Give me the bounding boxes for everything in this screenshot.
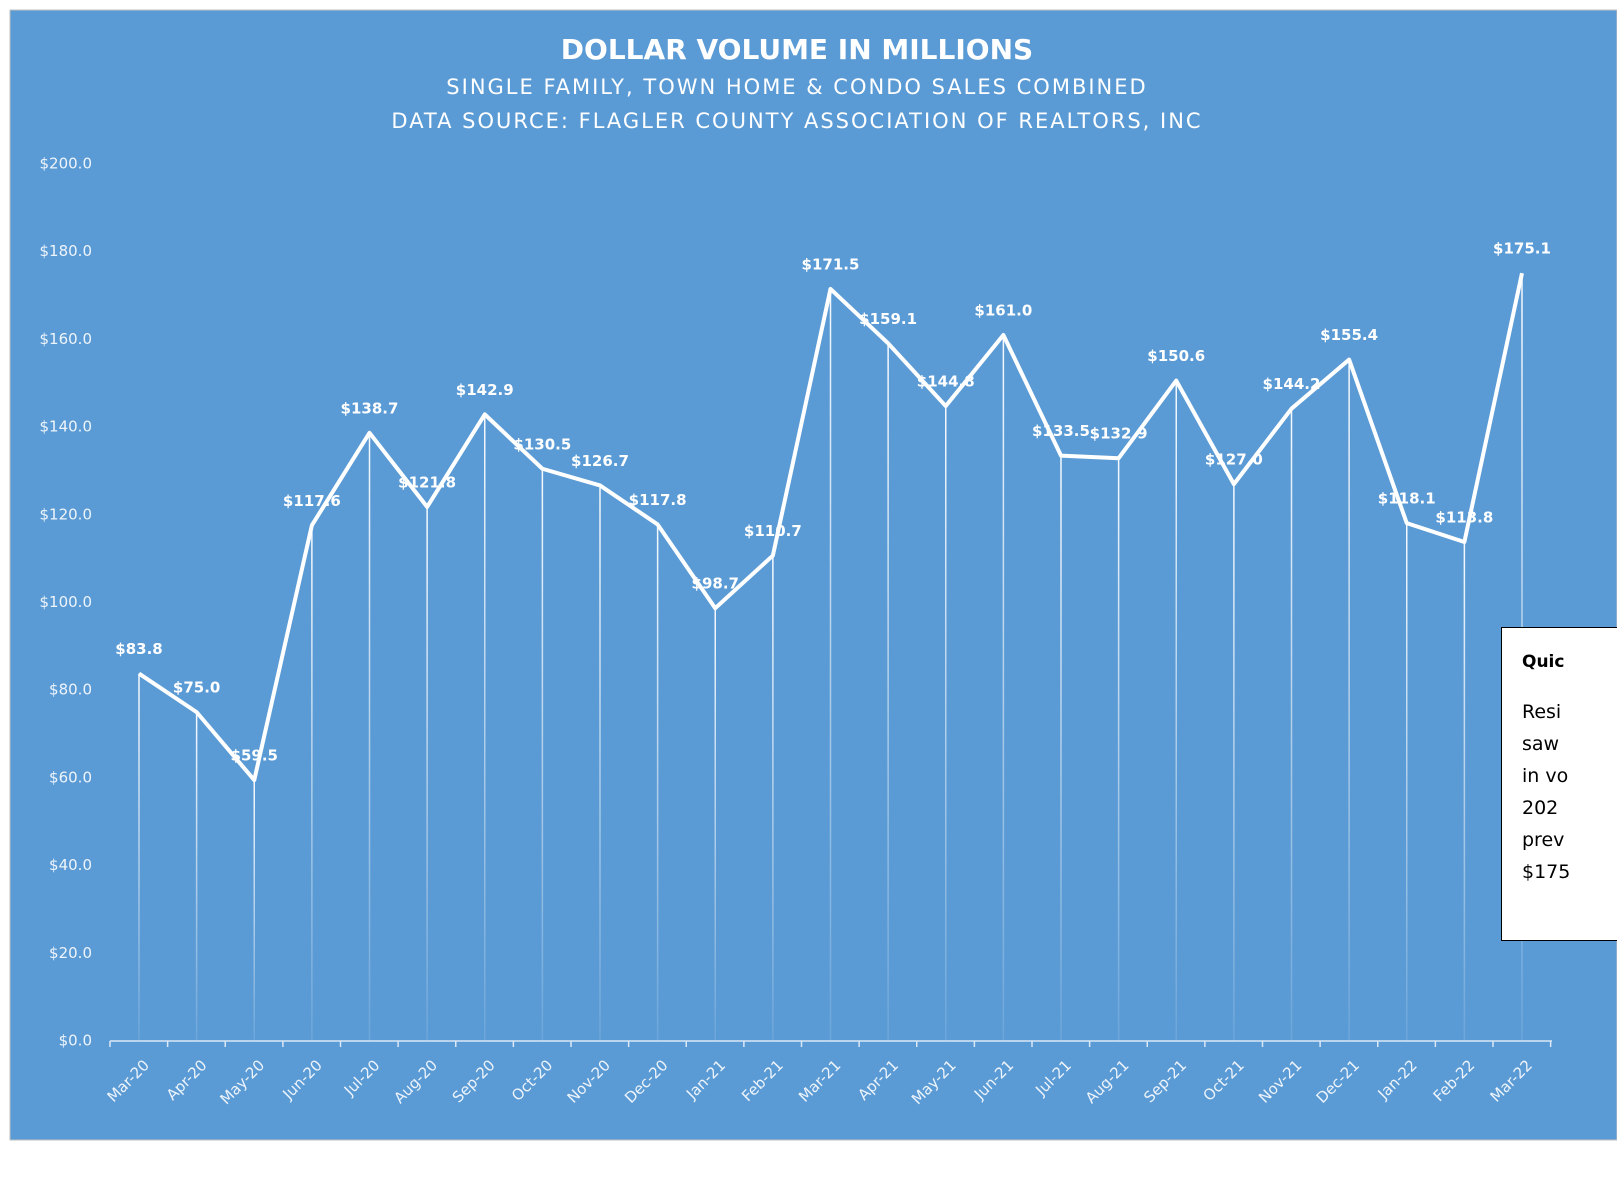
data-label: $150.6 xyxy=(1147,347,1205,365)
y-tick-label: $20.0 xyxy=(49,944,92,962)
drop-line xyxy=(714,608,716,1041)
data-label: $132.9 xyxy=(1090,425,1148,443)
data-label: $171.5 xyxy=(802,255,860,273)
data-label: $161.0 xyxy=(974,302,1032,320)
note-line: in vo xyxy=(1522,765,1569,787)
data-label: $121.8 xyxy=(398,473,456,491)
drop-line xyxy=(138,673,140,1041)
data-label: $142.9 xyxy=(456,381,514,399)
y-tick-label: $80.0 xyxy=(49,681,92,699)
data-label: $59.5 xyxy=(231,747,278,765)
drop-line xyxy=(1233,484,1235,1042)
note-line: prev xyxy=(1522,829,1565,851)
data-label: $126.7 xyxy=(571,452,629,470)
note-line: Resi xyxy=(1522,701,1562,723)
data-label: $127.0 xyxy=(1205,451,1263,469)
drop-line xyxy=(1463,541,1466,1041)
drop-line xyxy=(829,288,832,1041)
data-label: $118.1 xyxy=(1378,490,1436,508)
drop-line xyxy=(1406,523,1408,1041)
note-line: $175 xyxy=(1522,861,1571,883)
drop-line xyxy=(887,343,889,1041)
y-tick-label: $100.0 xyxy=(40,593,93,611)
drop-line xyxy=(195,712,198,1041)
drop-line xyxy=(484,414,486,1041)
chart-title: DOLLAR VOLUME IN MILLIONS xyxy=(561,33,1033,66)
data-line xyxy=(137,272,1524,783)
chart-area xyxy=(9,9,1617,1141)
data-label: $110.7 xyxy=(744,522,802,540)
data-label: $117.6 xyxy=(283,492,341,510)
data-label: $113.8 xyxy=(1435,508,1493,526)
chart-subtitle: SINGLE FAMILY, TOWN HOME & CONDO SALES C… xyxy=(446,75,1147,99)
data-label: $117.8 xyxy=(629,491,687,509)
y-tick-label: $200.0 xyxy=(40,155,93,173)
drop-line xyxy=(311,525,313,1041)
y-tick-label: $0.0 xyxy=(59,1032,92,1050)
drop-line xyxy=(1117,458,1120,1041)
drop-line xyxy=(541,468,544,1041)
drop-line xyxy=(1175,380,1177,1041)
note-line: saw xyxy=(1522,733,1560,755)
y-tick-label: $120.0 xyxy=(40,505,93,523)
y-tick-label: $180.0 xyxy=(40,242,93,260)
data-label: $144.8 xyxy=(917,373,975,391)
data-label: $144.2 xyxy=(1263,375,1321,393)
text-box: Quic Resi saw in vo 202 prev $175 xyxy=(1501,627,1617,941)
drop-line xyxy=(656,524,659,1041)
data-label: $175.1 xyxy=(1493,240,1551,258)
y-tick-label: $140.0 xyxy=(40,418,93,436)
data-label: $83.8 xyxy=(115,640,162,658)
drop-line xyxy=(1060,455,1062,1041)
drop-line xyxy=(426,506,428,1042)
note-heading: Quic xyxy=(1522,652,1565,672)
drop-line xyxy=(1348,359,1350,1041)
drop-line xyxy=(1290,408,1293,1042)
data-label: $155.4 xyxy=(1320,326,1378,344)
data-label: $75.0 xyxy=(173,679,220,697)
y-tick-label: $40.0 xyxy=(49,856,92,874)
data-label: $138.7 xyxy=(341,399,399,417)
y-tick-label: $60.0 xyxy=(49,768,92,786)
data-label: $130.5 xyxy=(513,435,571,453)
chart-source: DATA SOURCE: FLAGLER COUNTY ASSOCIATION … xyxy=(391,109,1202,133)
data-label: $98.7 xyxy=(692,575,739,593)
drop-line xyxy=(599,485,601,1041)
drop-line xyxy=(772,555,774,1041)
drop-line xyxy=(368,432,371,1041)
drop-line xyxy=(1002,335,1005,1041)
drop-line xyxy=(945,406,947,1041)
drop-line xyxy=(253,780,255,1041)
data-label: $133.5 xyxy=(1032,422,1090,440)
note-line: 202 xyxy=(1522,797,1559,819)
data-label: $159.1 xyxy=(859,310,917,328)
y-tick-label: $160.0 xyxy=(40,330,93,348)
